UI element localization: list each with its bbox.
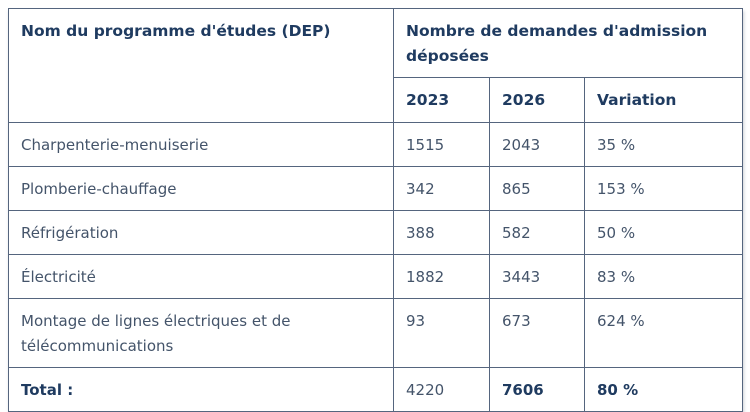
table-row: Montage de lignes électriques et de télé… xyxy=(8,298,744,368)
value-2026-cell: 865 xyxy=(489,166,585,211)
program-name-cell: Montage de lignes électriques et de télé… xyxy=(8,298,394,368)
column-header-2026: 2026 xyxy=(489,77,585,123)
table-row: Plomberie-chauffage 342 865 153 % xyxy=(8,166,744,211)
table-row: Réfrigération 388 582 50 % xyxy=(8,210,744,255)
value-2023-cell: 388 xyxy=(393,210,490,255)
variation-cell: 153 % xyxy=(583,166,744,211)
variation-cell: 35 % xyxy=(583,122,744,167)
value-2023-cell: 1882 xyxy=(393,254,490,299)
variation-cell: 624 % xyxy=(583,298,744,368)
value-2026-cell: 2043 xyxy=(489,122,585,167)
table-subheader-row: 2023 2026 Variation xyxy=(9,77,744,123)
table-header-row: Nom du programme d'études (DEP) Nombre d… xyxy=(8,8,744,123)
total-variation-cell: 80 % xyxy=(583,367,744,412)
program-name-cell: Plomberie-chauffage xyxy=(8,166,394,211)
table-row: Charpenterie-menuiserie 1515 2043 35 % xyxy=(8,122,744,167)
variation-cell: 83 % xyxy=(583,254,744,299)
value-2026-cell: 673 xyxy=(489,298,585,368)
total-2023-cell: 4220 xyxy=(393,367,490,412)
column-header-applications: Nombre de demandes d'admission déposées xyxy=(392,8,744,78)
program-name-cell: Électricité xyxy=(8,254,394,299)
column-header-program: Nom du programme d'études (DEP) xyxy=(8,8,394,123)
variation-cell: 50 % xyxy=(583,210,744,255)
total-2026-cell: 7606 xyxy=(489,367,585,412)
value-2023-cell: 93 xyxy=(393,298,490,368)
value-2023-cell: 1515 xyxy=(393,122,490,167)
total-label-cell: Total : xyxy=(8,367,394,412)
value-2026-cell: 582 xyxy=(489,210,585,255)
value-2023-cell: 342 xyxy=(393,166,490,211)
column-header-2023: 2023 xyxy=(393,77,490,123)
column-header-variation: Variation xyxy=(583,77,744,123)
value-2026-cell: 3443 xyxy=(489,254,585,299)
program-name-cell: Réfrigération xyxy=(8,210,394,255)
program-name-cell: Charpenterie-menuiserie xyxy=(8,122,394,167)
admissions-table: Nom du programme d'études (DEP) Nombre d… xyxy=(8,8,744,412)
table-row: Électricité 1882 3443 83 % xyxy=(8,254,744,299)
total-row: Total : 4220 7606 80 % xyxy=(8,367,744,412)
admissions-table-container: Nom du programme d'études (DEP) Nombre d… xyxy=(8,8,744,412)
